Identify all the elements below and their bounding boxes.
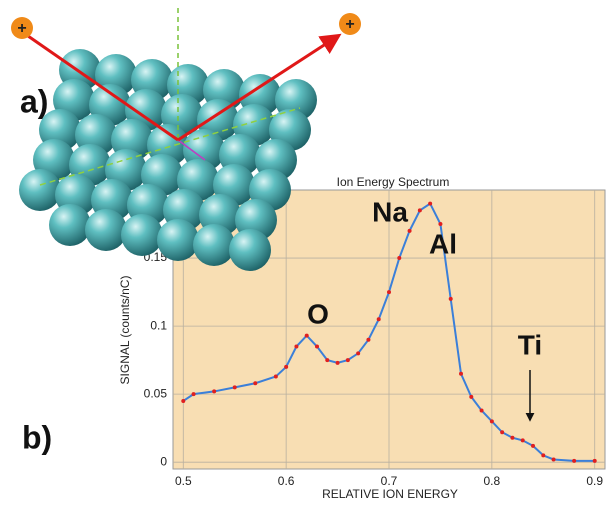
y-axis-label: SIGNAL (counts/nC) xyxy=(118,276,132,385)
atom xyxy=(19,169,61,211)
data-point xyxy=(593,459,597,463)
x-axis-label: RELATIVE ION ENERGY xyxy=(322,487,458,501)
annotation: O xyxy=(307,298,329,329)
data-point xyxy=(552,457,556,461)
data-point xyxy=(346,358,350,362)
data-point xyxy=(315,345,319,349)
data-point xyxy=(356,351,360,355)
data-point xyxy=(480,408,484,412)
panel-label: a) xyxy=(20,83,48,119)
data-point xyxy=(294,345,298,349)
x-tick-label: 0.6 xyxy=(278,474,295,488)
atom xyxy=(157,219,199,261)
figure: 0.50.60.70.80.900.050.10.15Ion Energy Sp… xyxy=(0,0,610,505)
data-point xyxy=(212,389,216,393)
data-point xyxy=(428,202,432,206)
annotation: Na xyxy=(372,196,408,227)
data-point xyxy=(253,381,257,385)
data-point xyxy=(305,334,309,338)
y-tick-label: 0.1 xyxy=(150,318,167,332)
data-point xyxy=(408,229,412,233)
data-point xyxy=(500,430,504,434)
data-point xyxy=(490,419,494,423)
atom xyxy=(49,204,91,246)
ion-symbol: + xyxy=(17,20,26,37)
x-tick-label: 0.8 xyxy=(484,474,501,488)
data-point xyxy=(284,365,288,369)
x-tick-label: 0.9 xyxy=(586,474,603,488)
data-point xyxy=(274,374,278,378)
ion-symbol: + xyxy=(345,16,354,33)
data-point xyxy=(336,361,340,365)
chart-title: Ion Energy Spectrum xyxy=(337,175,450,189)
data-point xyxy=(377,317,381,321)
data-point xyxy=(531,444,535,448)
data-point xyxy=(418,208,422,212)
atom xyxy=(85,209,127,251)
annotation: Al xyxy=(429,228,457,259)
atom xyxy=(229,229,271,271)
data-point xyxy=(438,222,442,226)
data-point xyxy=(325,358,329,362)
data-point xyxy=(387,290,391,294)
data-point xyxy=(572,459,576,463)
atom xyxy=(121,214,163,256)
data-point xyxy=(192,392,196,396)
x-tick-label: 0.7 xyxy=(381,474,398,488)
y-tick-label: 0.05 xyxy=(144,386,168,400)
x-tick-label: 0.5 xyxy=(175,474,192,488)
data-point xyxy=(233,385,237,389)
data-point xyxy=(521,438,525,442)
y-tick-label: 0 xyxy=(160,454,167,468)
annotation: Ti xyxy=(518,329,542,360)
data-point xyxy=(366,338,370,342)
panel-label: b) xyxy=(22,419,52,455)
data-point xyxy=(397,256,401,260)
data-point xyxy=(459,372,463,376)
data-point xyxy=(449,297,453,301)
atom xyxy=(193,224,235,266)
data-point xyxy=(469,395,473,399)
data-point xyxy=(541,453,545,457)
data-point xyxy=(510,436,514,440)
data-point xyxy=(181,399,185,403)
